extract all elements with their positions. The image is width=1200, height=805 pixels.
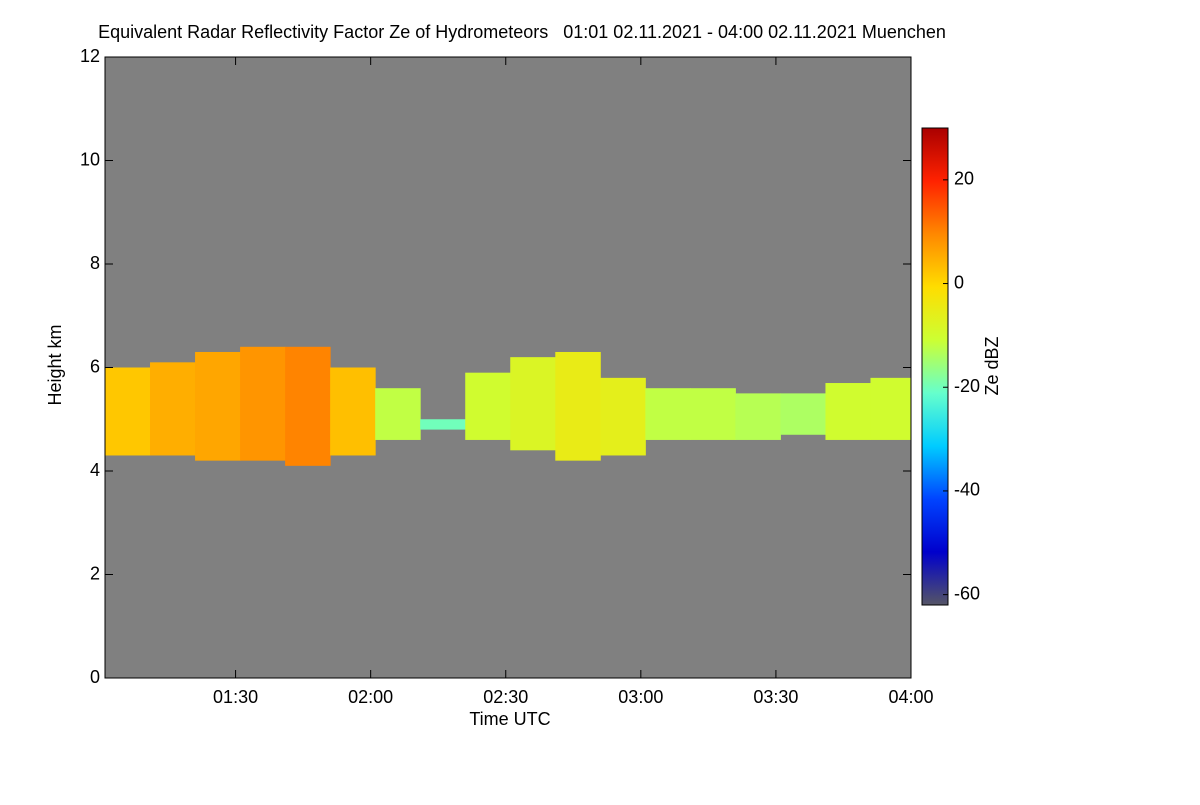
x-tick-label: 02:00 — [348, 687, 393, 707]
colorbar-tick-label: 20 — [954, 169, 974, 189]
reflectivity-cell — [690, 388, 736, 440]
x-tick-label: 04:00 — [888, 687, 933, 707]
x-tick-label: 03:30 — [753, 687, 798, 707]
chart-title: Equivalent Radar Reflectivity Factor Ze … — [98, 22, 946, 42]
reflectivity-cell — [600, 377, 646, 456]
x-tick-label: 02:30 — [483, 687, 528, 707]
reflectivity-cell — [150, 362, 196, 456]
colorbar-tick-label: -60 — [954, 583, 980, 603]
reflectivity-cell — [870, 377, 911, 440]
y-tick-label: 2 — [90, 563, 100, 583]
reflectivity-cell — [195, 351, 241, 461]
reflectivity-cell — [465, 372, 511, 440]
colorbar-tick-label: -20 — [954, 376, 980, 396]
reflectivity-cell — [240, 346, 286, 461]
colorbar-tick-label: 0 — [954, 272, 964, 292]
reflectivity-cell — [510, 357, 556, 451]
y-tick-label: 6 — [90, 356, 100, 376]
y-tick-label: 10 — [80, 149, 100, 169]
colorbar-tick-label: -40 — [954, 480, 980, 500]
reflectivity-cell — [825, 383, 871, 440]
y-tick-label: 12 — [80, 46, 100, 66]
reflectivity-cell — [780, 393, 826, 435]
reflectivity-cell — [285, 346, 331, 466]
y-tick-label: 4 — [90, 460, 100, 480]
y-tick-label: 8 — [90, 253, 100, 273]
reflectivity-cell — [420, 419, 466, 430]
reflectivity-cell — [375, 388, 421, 440]
colorbar-label: Ze dBZ — [982, 336, 1002, 395]
reflectivity-cell — [735, 393, 781, 440]
reflectivity-cell — [645, 388, 691, 440]
colorbar — [921, 127, 949, 606]
y-tick-label: 0 — [90, 667, 100, 687]
reflectivity-cell — [330, 367, 376, 456]
x-tick-label: 01:30 — [213, 687, 258, 707]
reflectivity-cell — [555, 351, 601, 461]
x-axis-label: Time UTC — [469, 709, 550, 729]
x-tick-label: 03:00 — [618, 687, 663, 707]
reflectivity-cell — [105, 367, 151, 456]
y-axis-label: Height km — [45, 324, 65, 405]
heatmap-cells — [105, 346, 911, 466]
